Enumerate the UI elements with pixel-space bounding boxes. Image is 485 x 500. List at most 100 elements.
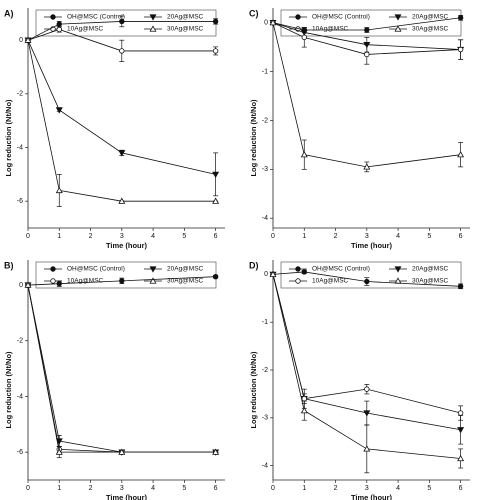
series-line (272, 22, 461, 50)
x-tick-label: 2 (334, 233, 338, 240)
chart-panel: C) 0 -1 -2 -3 -4 0 1 2 3 4 5 6 Time (hour) Log reducti… (249, 8, 470, 250)
series-line (27, 21, 216, 41)
marker (119, 18, 125, 25)
marker (118, 197, 126, 204)
x-tick-label: 6 (214, 233, 218, 240)
x-tick-label: 3 (365, 485, 369, 492)
x-tick-label: 2 (89, 485, 93, 492)
legend-marker (149, 25, 157, 32)
marker (364, 386, 370, 392)
x-tick-label: 1 (57, 233, 61, 240)
series-line (27, 29, 216, 52)
chart-panel: D) 0 -1 -2 -3 -4 0 1 2 3 4 5 6 Time (hour) Log reducti… (249, 260, 470, 500)
y-tick-label: 0 (19, 282, 23, 289)
x-tick-label: 1 (57, 485, 61, 492)
legend-text: 10Ag@MSC (67, 26, 104, 33)
series-line (27, 276, 216, 286)
x-axis-title: Time (hour) (351, 493, 393, 500)
marker (457, 427, 465, 434)
x-tick-label: 2 (89, 233, 93, 240)
panel-label: A) (4, 8, 14, 18)
legend-marker (149, 266, 157, 273)
marker (363, 445, 371, 452)
y-tick-label: -1 (262, 319, 268, 326)
x-tick-label: 2 (334, 485, 338, 492)
marker (269, 19, 277, 26)
x-tick-label: 0 (271, 233, 275, 240)
marker (118, 150, 126, 157)
chart-panel: B) 0 -2 -4 -6 0 1 2 3 4 5 6 Time (hour) Log reduction… (4, 260, 225, 500)
x-axis-title: Time (hour) (106, 493, 148, 500)
x-tick-label: 0 (26, 233, 30, 240)
marker (118, 448, 126, 455)
x-axis-title: Time (hour) (351, 241, 393, 250)
marker (119, 278, 125, 284)
chart-panel: A) 0 -2 -4 -6 0 1 2 3 4 5 6 Time (hour) Log reduction… (4, 8, 225, 250)
y-tick-label: -4 (17, 393, 23, 400)
marker (364, 278, 370, 285)
x-tick-label: 4 (151, 485, 155, 492)
legend-text: 30Ag@MSC (412, 278, 449, 285)
series-line (27, 40, 216, 175)
marker (55, 448, 63, 455)
legend-text: OH@MSC (Control) (312, 14, 370, 21)
series-line (272, 274, 461, 459)
marker (212, 274, 219, 280)
legend-marker (149, 277, 157, 284)
x-tick-label: 6 (459, 233, 463, 240)
legend-marker (50, 14, 56, 20)
y-tick-label: -2 (17, 91, 23, 98)
y-tick-label: 0 (264, 271, 268, 278)
marker (363, 410, 371, 417)
x-tick-label: 5 (427, 485, 431, 492)
x-tick-label: 3 (120, 233, 124, 240)
marker (56, 280, 62, 287)
legend-text: 30Ag@MSC (167, 26, 204, 33)
y-axis-title: Log reduction (Nt/No) (249, 351, 258, 429)
legend-text: 10Ag@MSC (67, 278, 104, 285)
y-axis-title: Log reduction (Nt/No) (249, 99, 258, 177)
y-tick-label: 0 (19, 37, 23, 44)
marker (457, 151, 465, 158)
marker (301, 34, 307, 41)
marker (119, 48, 125, 54)
marker (24, 36, 32, 43)
legend-marker (394, 266, 402, 273)
legend-text: 20Ag@MSC (167, 266, 204, 273)
y-tick-label: -3 (262, 415, 268, 422)
legend-marker (394, 14, 402, 21)
x-axis-title: Time (hour) (106, 241, 148, 250)
marker (364, 51, 370, 58)
series-line (272, 22, 461, 168)
series-line (272, 17, 461, 31)
marker (212, 18, 219, 25)
marker (56, 21, 62, 27)
legend-marker (149, 14, 157, 21)
series-line (272, 271, 461, 287)
x-tick-label: 3 (365, 233, 369, 240)
x-tick-label: 4 (151, 233, 155, 240)
marker (457, 410, 464, 416)
x-tick-label: 0 (271, 485, 275, 492)
marker (457, 283, 464, 290)
series-line (27, 40, 216, 202)
legend-text: 30Ag@MSC (167, 278, 204, 285)
marker (457, 454, 465, 462)
legend-marker (295, 266, 301, 272)
legend-marker (394, 25, 402, 32)
marker (212, 197, 220, 204)
marker (55, 107, 63, 114)
panel-label: B) (4, 260, 14, 270)
y-tick-label: -4 (17, 144, 23, 151)
legend-text: OH@MSC (Control) (312, 266, 370, 273)
marker (56, 26, 62, 33)
series-line (27, 284, 216, 453)
marker (212, 48, 219, 54)
legend-box (280, 9, 462, 37)
marker (300, 407, 308, 414)
x-tick-label: 0 (26, 485, 30, 492)
x-tick-label: 4 (396, 485, 400, 492)
legend-marker (50, 266, 56, 272)
series-line (272, 22, 461, 55)
